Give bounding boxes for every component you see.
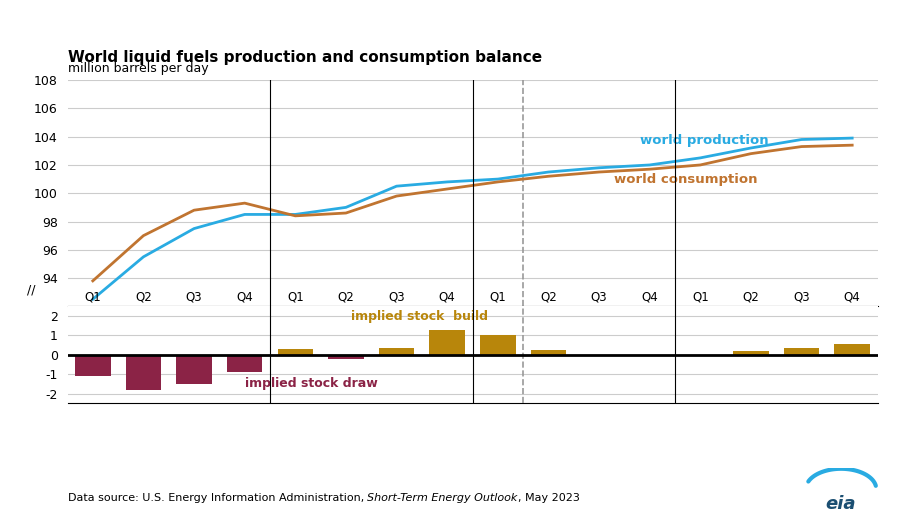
- Bar: [480, 336, 516, 355]
- Bar: [126, 355, 161, 390]
- Bar: [328, 355, 364, 359]
- Bar: [277, 349, 313, 355]
- Text: World liquid fuels production and consumption balance: World liquid fuels production and consum…: [68, 50, 542, 65]
- Bar: [429, 330, 465, 355]
- Bar: [75, 355, 111, 376]
- Text: implied stock  build: implied stock build: [351, 310, 488, 323]
- Bar: [176, 355, 212, 384]
- Text: million barrels per day: million barrels per day: [68, 63, 208, 75]
- Text: implied stock draw: implied stock draw: [245, 377, 377, 390]
- Text: , May 2023: , May 2023: [518, 493, 580, 503]
- Bar: [734, 351, 769, 355]
- Text: Data source: U.S. Energy Information Administration,: Data source: U.S. Energy Information Adm…: [68, 493, 367, 503]
- Text: Short-Term Energy Outlook: Short-Term Energy Outlook: [367, 493, 518, 503]
- Bar: [227, 355, 263, 372]
- Text: eia: eia: [826, 495, 856, 513]
- Bar: [531, 350, 566, 355]
- Bar: [834, 344, 870, 355]
- Text: world production: world production: [640, 134, 769, 147]
- Text: //: //: [27, 283, 35, 297]
- Bar: [784, 348, 819, 355]
- Text: world consumption: world consumption: [614, 173, 758, 186]
- Bar: [379, 348, 414, 355]
